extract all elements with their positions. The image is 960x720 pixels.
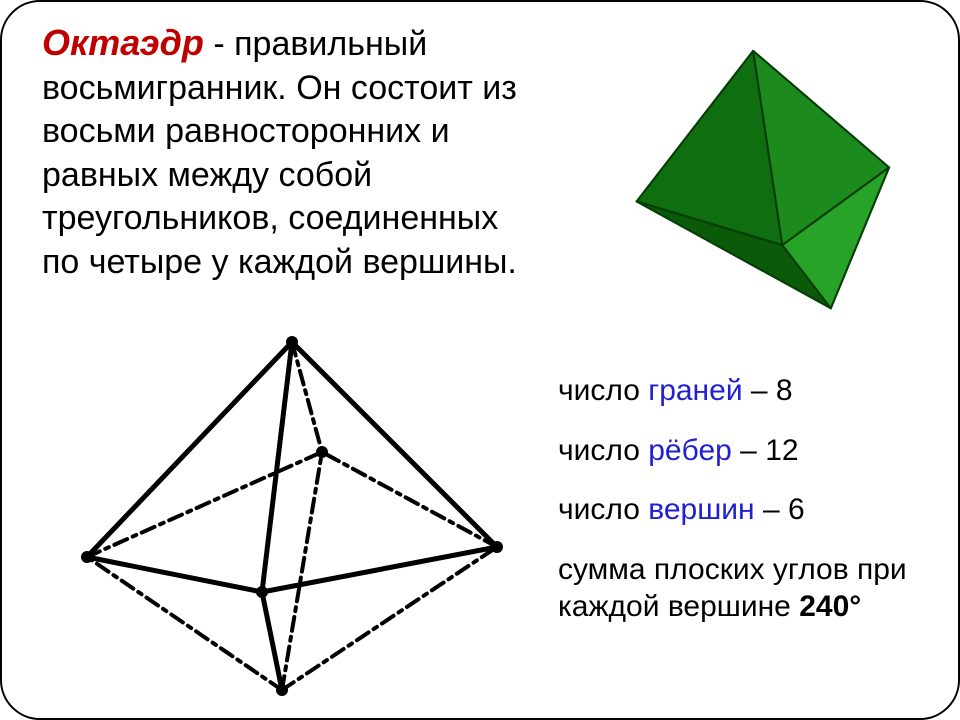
- slide-frame: Октаэдр - правильный восьмигранник. Он с…: [0, 0, 960, 720]
- edges-pre: число: [558, 434, 648, 467]
- description-text: - правильный восьмигранник. Он состоит и…: [42, 25, 517, 281]
- properties-list: число граней – 8 число рёбер – 12 число …: [558, 372, 918, 648]
- edges-word: рёбер: [648, 434, 732, 467]
- prop-faces: число граней – 8: [558, 372, 918, 410]
- title-word: Октаэдр: [42, 22, 204, 63]
- vertices-value: – 6: [755, 493, 805, 526]
- vertices-word: вершин: [648, 493, 754, 526]
- prop-edges: число рёбер – 12: [558, 432, 918, 470]
- green-octahedron: [588, 32, 928, 332]
- faces-word: граней: [648, 374, 742, 407]
- edges-value: – 12: [732, 434, 799, 467]
- faces-value: – 8: [743, 374, 793, 407]
- prop-angles: сумма плоских углов при каждой вершине 2…: [558, 551, 918, 626]
- wireframe-octahedron: [62, 322, 522, 702]
- description-block: Октаэдр - правильный восьмигранник. Он с…: [42, 20, 542, 284]
- prop-vertices: число вершин – 6: [558, 491, 918, 529]
- angles-value: 240°: [799, 590, 861, 623]
- faces-pre: число: [558, 374, 648, 407]
- vertices-pre: число: [558, 493, 648, 526]
